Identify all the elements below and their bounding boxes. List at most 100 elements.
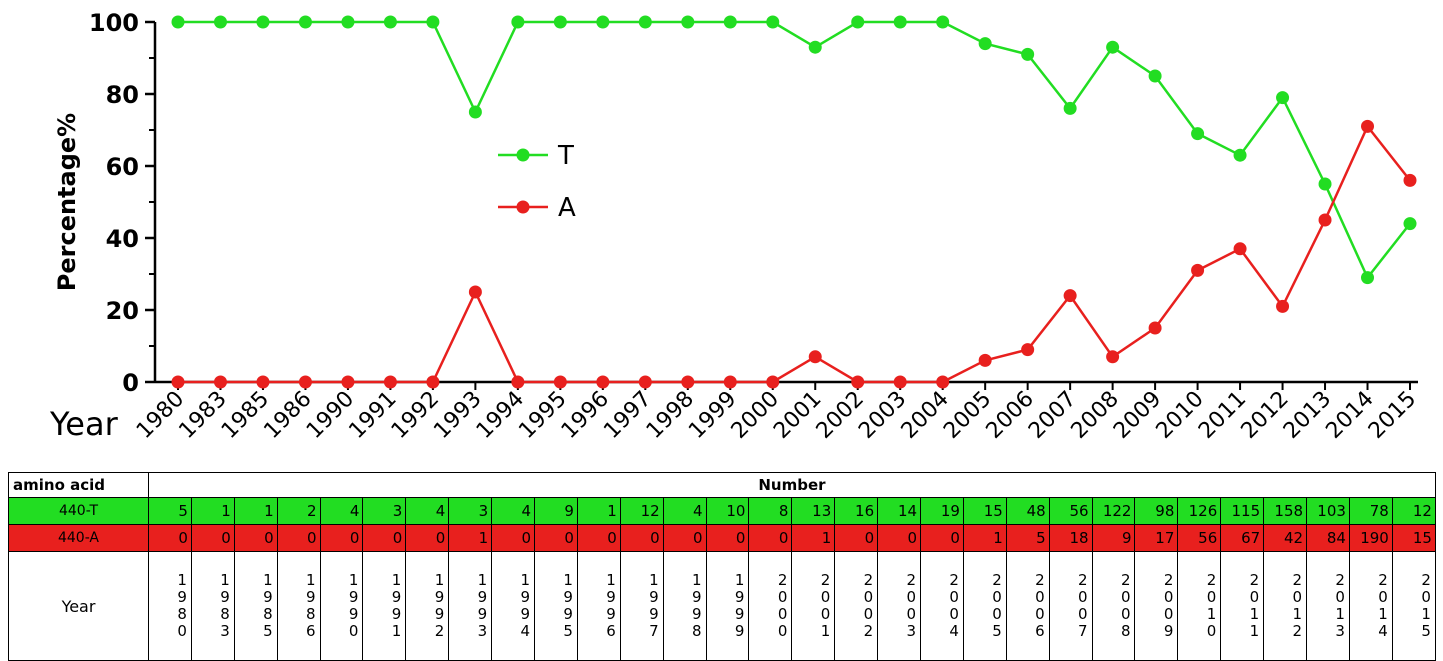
data-point-t — [596, 15, 610, 29]
data-point-t — [1233, 148, 1247, 162]
y-tick-label: 20 — [106, 297, 139, 325]
data-point-a — [1233, 242, 1247, 256]
year-digit: 9 — [563, 588, 573, 606]
count-cell-440-a: 0 — [619, 524, 664, 552]
year-digit: 7 — [1078, 622, 1088, 640]
legend-label-a: A — [558, 193, 576, 223]
year-digit: 0 — [863, 588, 874, 606]
year-digit: 1 — [649, 571, 659, 589]
year-digit: 9 — [391, 588, 402, 606]
year-digit: 1 — [220, 571, 230, 589]
data-point-t — [978, 37, 992, 51]
year-digit: 1 — [477, 571, 488, 589]
year-digit: 2 — [820, 571, 831, 589]
series-line-a — [178, 124, 1411, 384]
year-digit: 1 — [1378, 605, 1388, 623]
count-cell-440-a: 1 — [962, 524, 1007, 552]
count-cell-440-a: 1 — [448, 524, 493, 552]
count-cell-440-a: 190 — [1348, 524, 1393, 552]
x-tick-label: 1992 — [387, 387, 444, 444]
data-point-a — [893, 375, 907, 389]
data-point-a — [851, 375, 865, 389]
year-digit: 0 — [820, 605, 831, 623]
year-digit: 5 — [263, 622, 273, 640]
year-digit: 2 — [992, 571, 1002, 589]
data-point-a — [1403, 173, 1417, 187]
data-point-t — [468, 105, 482, 119]
year-digit: 0 — [1249, 588, 1260, 606]
table-row-440-a: 440-A 0 0 0 0 0 0 0 1 0 0 0 0 0 0 0 1 0 0 0 1 5 18 9 17 56 67 42 84… — [8, 524, 1436, 552]
count-cell-440-a: 0 — [748, 524, 793, 552]
x-tick-label: 2000 — [727, 387, 784, 444]
year-digit: 1 — [1206, 605, 1217, 623]
year-digit: 6 — [606, 622, 616, 640]
count-cell-440-t: 103 — [1306, 497, 1350, 525]
data-point-a — [511, 375, 525, 389]
year-digit: 8 — [177, 605, 187, 623]
row-label-440-t: 440-T — [8, 497, 149, 525]
year-digit: 2 — [1078, 571, 1088, 589]
x-tick-label: 1998 — [642, 387, 699, 444]
y-tick-label: 0 — [122, 369, 139, 397]
count-cell-440-t: 1 — [576, 497, 621, 525]
x-tick-label: 2006 — [982, 387, 1039, 444]
x-tick-label: 1997 — [599, 387, 656, 444]
data-point-a — [978, 353, 992, 367]
count-cell-440-a: 0 — [834, 524, 879, 552]
data-point-t — [511, 15, 525, 29]
data-point-t — [893, 15, 907, 29]
count-cell-440-a: 0 — [534, 524, 578, 552]
x-axis-label: Year — [49, 405, 119, 443]
data-point-t — [1191, 127, 1205, 141]
year-digit: 0 — [1078, 605, 1088, 623]
x-tick-label: 2015 — [1364, 387, 1421, 444]
count-cell-440-a: 0 — [276, 524, 321, 552]
data-point-a — [681, 375, 695, 389]
year-digit: 1 — [520, 571, 531, 589]
data-point-t — [1403, 217, 1417, 231]
year-digit: 8 — [306, 605, 316, 623]
y-tick-label: 80 — [106, 81, 139, 109]
count-cell-440-t: 56 — [1048, 497, 1093, 525]
data-point-t — [256, 15, 270, 29]
year-digit: 2 — [1120, 571, 1131, 589]
count-cell-440-a: 0 — [576, 524, 621, 552]
year-digit: 8 — [1120, 622, 1131, 640]
year-digit: 1 — [348, 571, 359, 589]
legend-marker-t — [516, 148, 530, 162]
x-tick-label: 1980 — [132, 387, 189, 444]
year-digit: 6 — [1035, 622, 1045, 640]
data-point-a — [341, 375, 355, 389]
x-tick-label: 1993 — [429, 387, 486, 444]
data-point-t — [298, 15, 312, 29]
data-point-a — [171, 375, 185, 389]
data-point-t — [213, 15, 227, 29]
year-digit: 1 — [391, 571, 402, 589]
year-digit: 9 — [520, 588, 531, 606]
data-point-t — [808, 40, 822, 54]
count-cell-440-t: 3 — [448, 497, 493, 525]
year-digit: 9 — [1163, 622, 1174, 640]
year-digit: 0 — [1206, 622, 1217, 640]
year-digit: 1 — [306, 571, 316, 589]
count-cell-440-t: 4 — [491, 497, 536, 525]
row-label-440-a: 440-A — [8, 524, 149, 552]
year-digit: 8 — [692, 622, 702, 640]
x-tick-label: 1983 — [174, 387, 231, 444]
count-cell-440-a: 15 — [1391, 524, 1436, 552]
x-tick-label: 2013 — [1279, 387, 1336, 444]
chart-series — [171, 15, 1417, 389]
year-digit: 0 — [863, 605, 874, 623]
year-digit: 0 — [1378, 588, 1388, 606]
year-digit: 0 — [1292, 588, 1303, 606]
count-cell-440-t: 12 — [1391, 497, 1436, 525]
